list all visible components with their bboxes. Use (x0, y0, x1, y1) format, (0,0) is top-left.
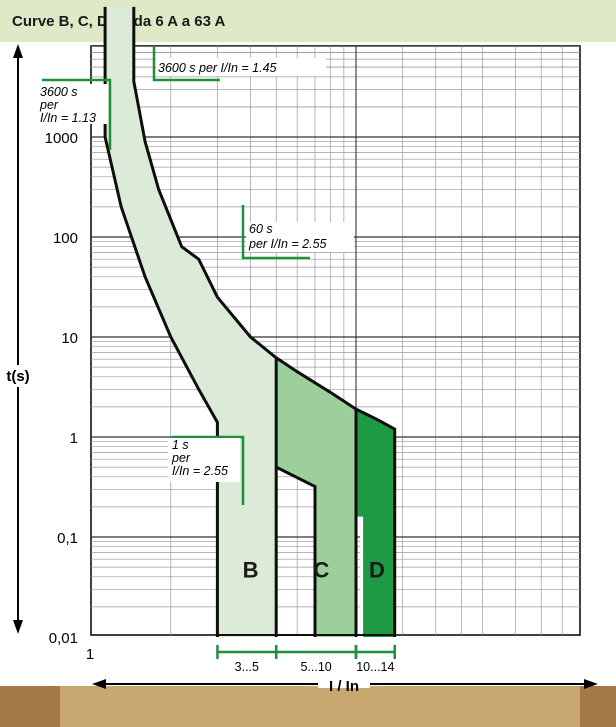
y-axis-label-bg (5, 365, 32, 387)
annotation-4-bracket (172, 435, 245, 505)
annotation-3-bracket (241, 205, 310, 260)
y-axis-label: t(s) (6, 368, 29, 385)
axes: t(s) 1000 100 10 1 0,1 0,01 1 3...5 5...10 10...14… (5, 44, 598, 695)
bottom-band-highlight (60, 686, 580, 727)
curve-labels: B C D (243, 558, 385, 583)
range-label: 3...5 (235, 660, 259, 674)
y-tick-label: 100 (53, 230, 78, 247)
y-tick-label: 1000 (45, 130, 78, 147)
curve-D-upper (355, 407, 397, 637)
x-axis-label: I / In (329, 678, 359, 695)
annotation-4-line: per (171, 451, 191, 465)
annotation-3-bg (246, 222, 354, 252)
curve-label-D: D (369, 558, 385, 583)
annotation-4-line: I/In = 2.55 (172, 464, 228, 478)
annotation-2-bg (38, 84, 108, 124)
annotation-1-bg (156, 58, 326, 76)
annotation-1-text: 3600 s per I/In = 1.45 (158, 61, 277, 75)
range-label: 10...14 (356, 660, 394, 674)
x-tick-label: 1 (86, 646, 94, 663)
y-tick-label: 0,1 (57, 530, 78, 547)
y-tick-label: 1 (70, 430, 78, 447)
curve-label-C: C (313, 558, 329, 583)
y-axis-arrow-up (13, 44, 23, 58)
curve-B-lower (103, 6, 219, 637)
annotation-2-line: 3600 s (40, 85, 78, 99)
annotation-2-line: I/In = 1.13 (40, 111, 96, 125)
annotation-2-bracket (42, 78, 112, 150)
annotation-4-line: 1 s (172, 438, 189, 452)
annotation-1-bracket (152, 46, 220, 82)
y-tick-label: 0,01 (49, 630, 78, 647)
curve-upper (132, 6, 278, 359)
x-axis-arrow-right (584, 679, 598, 689)
annotation-3-line: 60 s (249, 222, 273, 236)
annotation-2-line: per (39, 98, 59, 112)
annotation-3-line: per I/In = 2.55 (248, 237, 327, 251)
curve-label-B: B (243, 558, 259, 583)
curve-C-lower (275, 465, 317, 637)
curve-C-upper (275, 356, 357, 411)
band-D (356, 409, 395, 637)
y-axis-arrow-down (13, 620, 23, 634)
y-tick-label: 10 (61, 330, 78, 347)
x-axis-label-bg (318, 676, 370, 688)
annotation-4-bg (168, 438, 240, 482)
x-axis-arrow-left (92, 679, 106, 689)
range-label: 5...10 (300, 660, 331, 674)
